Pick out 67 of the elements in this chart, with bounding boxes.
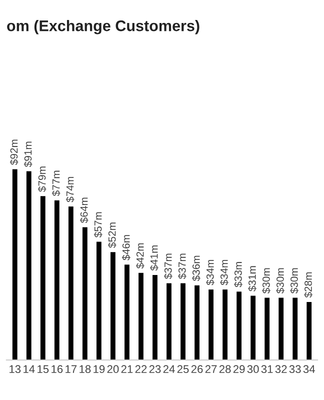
data-label: $46m	[122, 235, 130, 260]
data-label: $42m	[136, 243, 144, 269]
bar	[124, 264, 130, 360]
bar	[54, 200, 60, 360]
x-tick-label: 18	[80, 365, 91, 374]
data-label: $34m	[206, 260, 214, 286]
x-tick-label: 34	[303, 365, 315, 374]
x-tick-label: 30	[247, 365, 259, 374]
x-tick-label: 23	[149, 365, 161, 374]
data-label: $31m	[248, 266, 256, 292]
data-label: $30m	[276, 268, 285, 294]
x-tick-label: 19	[94, 365, 105, 374]
data-label: $33m	[234, 262, 242, 288]
bar	[250, 296, 256, 360]
data-label: $34m	[220, 260, 228, 286]
data-label: $41m	[150, 245, 158, 271]
data-label: $37m	[178, 254, 186, 279]
x-tick-label: 29	[233, 365, 245, 374]
x-tick-label: 21	[121, 365, 133, 373]
bar	[208, 290, 214, 360]
bar	[26, 171, 32, 360]
bar	[68, 206, 74, 360]
bar	[222, 290, 228, 360]
x-tick-label: 20	[107, 365, 119, 374]
data-label: $30m	[290, 268, 299, 294]
data-label: $64m	[80, 198, 88, 224]
x-tick-label: 16	[52, 365, 63, 374]
data-label: $52m	[108, 222, 116, 248]
bar	[152, 274, 158, 360]
x-tick-label: 26	[191, 365, 203, 374]
data-label: $91m	[24, 142, 32, 168]
data-label: $28m	[304, 272, 313, 298]
data-label: $92m	[10, 140, 18, 165]
x-tick-label: 28	[219, 365, 231, 374]
bar	[264, 298, 270, 360]
x-tick-label: 33	[289, 365, 301, 374]
data-label: $37m	[164, 254, 172, 279]
x-tick-label: 15	[38, 365, 49, 374]
bar	[82, 227, 88, 360]
chart-title: om (Exchange Customers)	[7, 20, 200, 34]
x-tick-label: 22	[135, 365, 147, 373]
bar	[166, 283, 172, 360]
x-tick-label: 27	[205, 365, 217, 373]
x-tick-label: 24	[163, 365, 175, 373]
bar	[138, 272, 144, 360]
x-tick-label: 32	[275, 365, 287, 374]
bar	[236, 292, 242, 360]
x-tick-label: 14	[24, 365, 35, 373]
x-tick-label: 13	[10, 365, 21, 374]
data-label: $74m	[66, 177, 74, 202]
data-label: $57m	[94, 212, 102, 238]
bar	[40, 196, 46, 360]
bar	[194, 285, 200, 360]
bar	[306, 302, 312, 360]
data-label: $77m	[52, 170, 60, 196]
bar	[110, 252, 116, 360]
x-tick-label: 31	[261, 365, 273, 374]
bar	[96, 242, 102, 360]
bar	[12, 169, 18, 360]
bar	[292, 298, 298, 360]
bar	[278, 298, 284, 360]
data-label: $36m	[192, 256, 200, 282]
bar	[180, 283, 186, 360]
data-label: $79m	[38, 166, 46, 192]
x-tick-label: 25	[177, 365, 189, 374]
x-tick-label: 17	[66, 365, 77, 373]
data-label: $30m	[262, 268, 270, 294]
